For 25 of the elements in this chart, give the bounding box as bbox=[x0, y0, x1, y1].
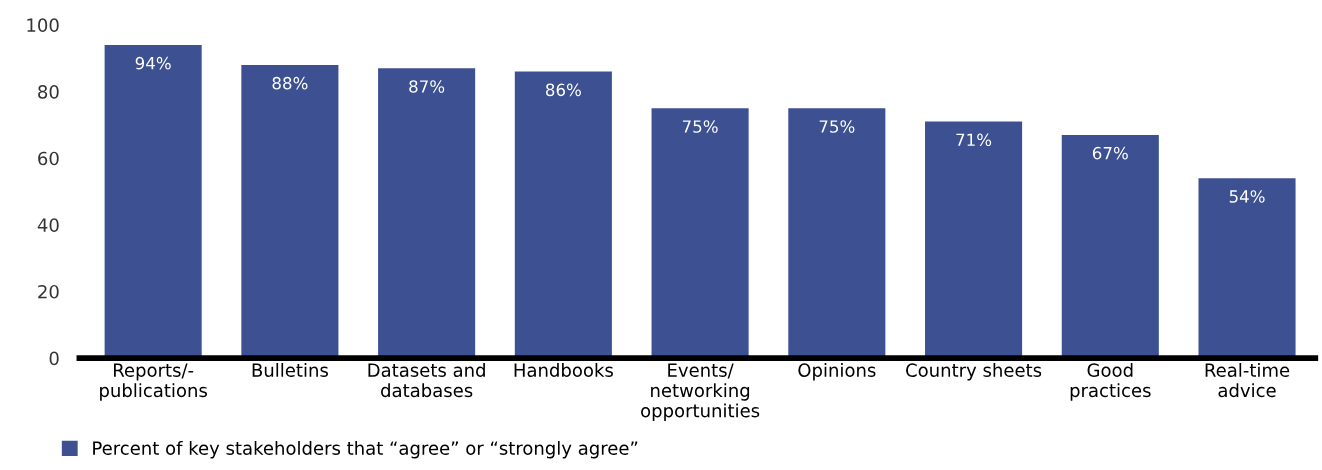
data-label: 54% bbox=[1229, 190, 1265, 203]
x-tick-label: Real-time advice bbox=[1205, 363, 1290, 398]
data-label: 75% bbox=[819, 120, 855, 133]
data-label: 94% bbox=[135, 56, 171, 70]
y-tick-label: 20 bbox=[38, 284, 59, 299]
y-tick-label: 80 bbox=[38, 85, 59, 99]
legend-label: Percent of key stakeholders that “agree” or “strongly agree” bbox=[93, 440, 638, 459]
data-label: 86% bbox=[545, 83, 581, 97]
data-label: 87% bbox=[409, 80, 445, 93]
data-label: 75% bbox=[682, 120, 718, 133]
x-tick-label: Handbooks bbox=[514, 363, 613, 377]
x-tick-label: Good practices bbox=[1070, 363, 1151, 401]
y-tick-label: 0 bbox=[49, 351, 59, 366]
data-label: 88% bbox=[272, 76, 308, 90]
y-tick-label: 40 bbox=[37, 218, 59, 232]
data-label: 71% bbox=[956, 133, 992, 147]
x-tick-label: Reports/- publications bbox=[100, 363, 207, 401]
y-tick-label: 100 bbox=[27, 18, 59, 33]
x-tick-label: Datasets and databases bbox=[368, 363, 485, 398]
data-label: 67% bbox=[1092, 146, 1128, 160]
x-tick-label: Bulletins bbox=[252, 363, 328, 377]
y-tick-label: 60 bbox=[38, 151, 59, 166]
x-tick-label: Opinions bbox=[798, 363, 876, 381]
x-tick-label: Country sheets bbox=[906, 363, 1042, 381]
x-tick-label: Events/ networking opportunities bbox=[641, 363, 760, 421]
